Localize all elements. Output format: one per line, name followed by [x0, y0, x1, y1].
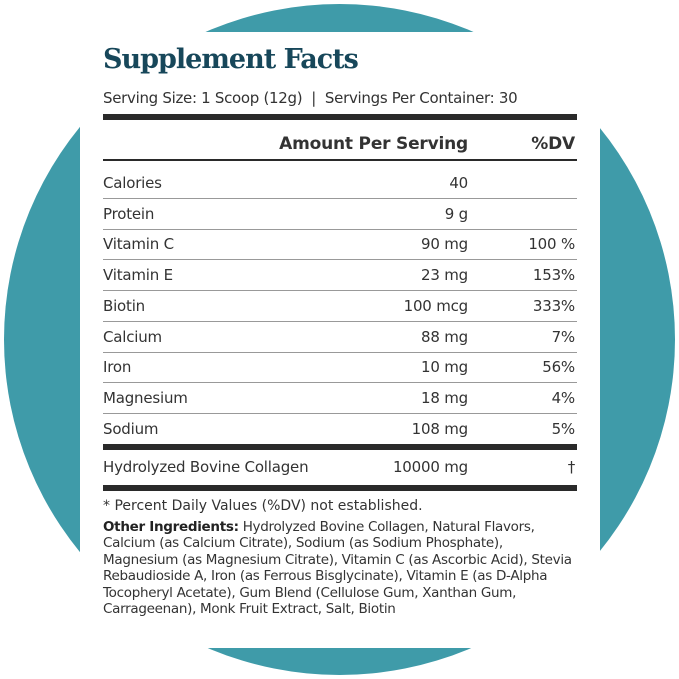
other-ingredients: Other Ingredients: Hydrolyzed Bovine Col… — [103, 519, 577, 617]
nutrient-name: Vitamin C — [103, 235, 174, 254]
nutrient-name: Calcium — [103, 327, 162, 346]
table-row: Sodium 108 mg 5% — [103, 414, 577, 444]
row-divider — [103, 320, 577, 322]
row-divider — [103, 351, 577, 353]
dv-header: %DV — [531, 134, 575, 154]
row-divider — [103, 228, 577, 230]
table-row-collagen: Hydrolyzed Bovine Collagen 10000 mg † — [103, 452, 577, 482]
nutrient-amount: 108 mg — [411, 419, 469, 438]
ingredients-label: Other Ingredients: — [103, 519, 239, 535]
row-divider — [103, 290, 577, 292]
table-row: Vitamin E 23 mg 153% — [103, 260, 577, 290]
table-row: Protein 9 g — [103, 199, 577, 229]
nutrient-amount: 90 mg — [421, 235, 468, 254]
nutrient-name: Vitamin E — [103, 266, 173, 285]
ingredients-text: Hydrolyzed Bovine Collagen, Natural Flav… — [103, 519, 572, 618]
nutrient-name: Hydrolyzed Bovine Collagen — [103, 458, 309, 476]
thick-divider — [103, 444, 577, 450]
row-divider — [103, 198, 577, 199]
nutrient-dv: 4% — [551, 388, 576, 407]
footnote: * Percent Daily Values (%DV) not establi… — [103, 498, 423, 514]
table-header: Amount Per Serving %DV — [103, 128, 577, 158]
table-row: Iron 10 mg 56% — [103, 352, 577, 382]
nutrient-name: Calories — [103, 174, 162, 192]
panel-title: Supplement Facts — [103, 44, 359, 75]
serving-info: Serving Size: 1 Scoop (12g) | Servings P… — [103, 89, 518, 107]
nutrient-name: Iron — [103, 358, 132, 377]
nutrient-amount: 10 mg — [421, 358, 468, 377]
nutrient-amount: 18 mg — [421, 388, 468, 407]
nutrient-amount: 40 — [449, 174, 468, 192]
thick-divider — [103, 114, 577, 120]
amount-header: Amount Per Serving — [279, 134, 468, 154]
nutrient-dv: † — [567, 458, 576, 476]
nutrient-name: Biotin — [103, 296, 145, 315]
nutrient-name: Protein — [103, 204, 155, 223]
nutrient-amount: 9 g — [444, 204, 468, 223]
nutrient-amount: 100 mcg — [403, 296, 469, 315]
nutrient-name: Magnesium — [103, 388, 188, 407]
nutrient-dv: 7% — [551, 327, 576, 346]
nutrient-amount: 10000 mg — [392, 458, 468, 476]
nutrient-dv: 333% — [532, 296, 575, 315]
nutrient-dv: 153% — [532, 266, 575, 285]
nutrient-dv: 56% — [542, 358, 575, 377]
table-row: Vitamin C 90 mg 100 % — [103, 229, 577, 259]
table-row: Biotin 100 mcg 333% — [103, 291, 577, 321]
row-divider — [103, 382, 577, 384]
nutrient-amount: 88 mg — [421, 327, 468, 346]
nutrient-dv: 5% — [551, 419, 576, 438]
nutrient-amount: 23 mg — [421, 266, 468, 285]
nutrient-name: Sodium — [103, 419, 159, 438]
header-divider — [103, 159, 577, 161]
supplement-facts-panel: Supplement Facts Serving Size: 1 Scoop (… — [80, 32, 600, 648]
table-row: Magnesium 18 mg 4% — [103, 383, 577, 413]
table-row: Calcium 88 mg 7% — [103, 322, 577, 352]
row-divider — [103, 412, 577, 414]
table-row: Calories 40 — [103, 168, 577, 198]
thick-divider — [103, 485, 577, 491]
nutrient-dv: 100 % — [528, 235, 575, 254]
row-divider — [103, 259, 577, 261]
